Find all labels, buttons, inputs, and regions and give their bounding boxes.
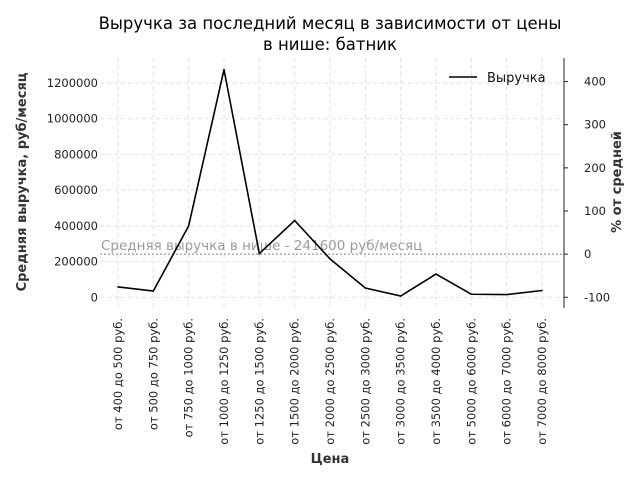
y-tick-label-4: 800000 <box>54 147 98 161</box>
y2-tick-label-3: 200 <box>584 161 606 175</box>
x-tick-label-8: от 3000 до 3500 руб. <box>394 318 408 445</box>
x-axis-label: Цена <box>311 452 350 467</box>
y-tick-label-6: 1200000 <box>47 76 98 90</box>
chart-title-line-1: Выручка за последний месяц в зависимости… <box>99 14 562 33</box>
data-point-2 <box>187 225 190 227</box>
y2-tick-label-2: 100 <box>584 204 606 218</box>
data-point-8 <box>399 295 402 297</box>
data-point-5 <box>293 219 296 222</box>
y2-tick-label-1: 0 <box>584 247 591 261</box>
data-point-7 <box>364 287 367 289</box>
x-tick-label-4: от 1250 до 1500 руб. <box>252 318 266 445</box>
y-axis-right: -100 0 100 200 300 400 <box>563 58 610 308</box>
x-tick-label-11: от 6000 до 7000 руб. <box>500 318 514 445</box>
data-point-11 <box>505 293 508 296</box>
x-tick-label-7: от 2500 до 3000 руб. <box>358 318 372 445</box>
data-point-3 <box>223 68 225 71</box>
x-tick-label-12: от 7000 до 8000 руб. <box>535 318 549 445</box>
series-layer <box>117 68 543 297</box>
y2-tick-label-0: -100 <box>584 290 610 304</box>
y-axis-right-label: % от средней <box>610 131 625 233</box>
x-tick-label-3: от 1000 до 1250 руб. <box>217 318 231 445</box>
y-tick-label-2: 400000 <box>54 219 98 233</box>
chart-title: Выручка за последний месяц в зависимости… <box>99 14 562 54</box>
x-tick-label-1: от 500 до 750 руб. <box>146 318 160 430</box>
y-tick-label-0: 0 <box>91 290 98 304</box>
grid <box>100 58 564 308</box>
legend: Выручка <box>449 71 546 86</box>
data-point-12 <box>541 289 543 292</box>
data-point-0 <box>117 286 119 288</box>
legend-label-revenue: Выручка <box>487 71 546 86</box>
y-tick-label-3: 600000 <box>54 183 98 197</box>
x-tick-label-10: от 5000 до 6000 руб. <box>464 318 478 445</box>
data-point-4 <box>258 252 261 255</box>
data-point-9 <box>435 273 437 275</box>
data-point-1 <box>152 290 155 292</box>
y2-tick-label-5: 400 <box>584 75 606 89</box>
y-tick-label-1: 200000 <box>54 255 98 269</box>
y-axis-left-label: Средняя выручка, руб/месяц <box>15 72 30 291</box>
average-line-group: Средняя выручка в нише - 241600 руб/меся… <box>100 238 564 255</box>
chart-title-line-2: в нише: батник <box>263 35 397 54</box>
data-point-6 <box>329 258 331 260</box>
data-point-10 <box>470 293 473 296</box>
average-line-label: Средняя выручка в нише - 241600 руб/меся… <box>101 238 422 254</box>
y-axis-left: 0 200000 400000 600000 800000 1000000 1200000 <box>47 76 98 304</box>
x-tick-label-2: от 750 до 1000 руб. <box>182 318 196 437</box>
y2-tick-label-4: 300 <box>584 118 606 132</box>
x-tick-label-9: от 3500 до 4000 руб. <box>429 318 443 445</box>
x-axis: от 400 до 500 руб. от 500 до 750 руб. от 7… <box>111 318 549 445</box>
y-tick-label-5: 1000000 <box>47 112 98 126</box>
x-tick-label-5: от 1500 до 2000 руб. <box>288 318 302 445</box>
x-tick-label-0: от 400 до 500 руб. <box>111 318 125 430</box>
x-tick-label-6: от 2000 до 2500 руб. <box>323 318 337 445</box>
